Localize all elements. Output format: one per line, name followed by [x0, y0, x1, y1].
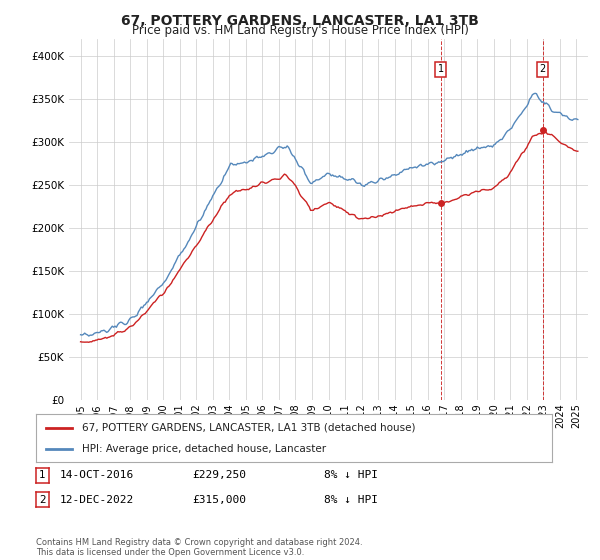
- Text: 1: 1: [39, 470, 46, 480]
- Text: 8% ↓ HPI: 8% ↓ HPI: [324, 494, 378, 505]
- Text: Price paid vs. HM Land Registry's House Price Index (HPI): Price paid vs. HM Land Registry's House …: [131, 24, 469, 36]
- Text: 12-DEC-2022: 12-DEC-2022: [60, 494, 134, 505]
- Text: £315,000: £315,000: [192, 494, 246, 505]
- Text: 67, POTTERY GARDENS, LANCASTER, LA1 3TB: 67, POTTERY GARDENS, LANCASTER, LA1 3TB: [121, 14, 479, 28]
- Text: 1: 1: [437, 64, 444, 74]
- Text: 2: 2: [39, 494, 46, 505]
- Text: HPI: Average price, detached house, Lancaster: HPI: Average price, detached house, Lanc…: [82, 444, 326, 454]
- Text: 67, POTTERY GARDENS, LANCASTER, LA1 3TB (detached house): 67, POTTERY GARDENS, LANCASTER, LA1 3TB …: [82, 423, 416, 433]
- Text: 8% ↓ HPI: 8% ↓ HPI: [324, 470, 378, 480]
- Text: Contains HM Land Registry data © Crown copyright and database right 2024.
This d: Contains HM Land Registry data © Crown c…: [36, 538, 362, 557]
- Text: 2: 2: [539, 64, 545, 74]
- Text: 14-OCT-2016: 14-OCT-2016: [60, 470, 134, 480]
- Text: £229,250: £229,250: [192, 470, 246, 480]
